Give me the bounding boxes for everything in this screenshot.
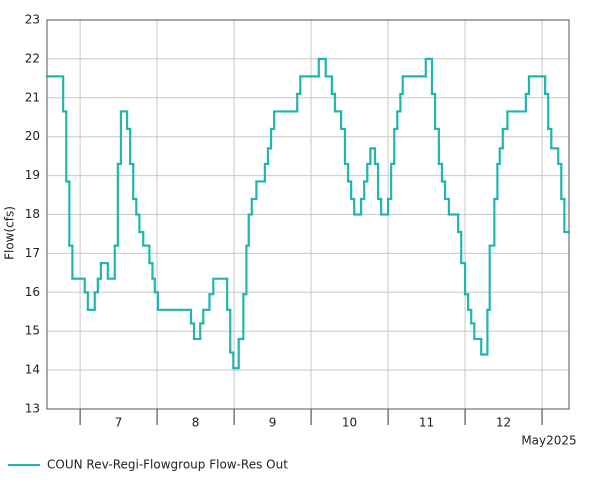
y-tick-label: 13 bbox=[25, 402, 40, 416]
y-tick-label: 16 bbox=[25, 285, 40, 299]
y-tick-label: 15 bbox=[25, 324, 40, 338]
x-tick-label: 7 bbox=[115, 416, 123, 430]
x-tick-label: 10 bbox=[342, 416, 357, 430]
y-tick-label: 23 bbox=[25, 13, 40, 27]
legend-label: COUN Rev-Regi-Flowgroup Flow-Res Out bbox=[47, 458, 288, 472]
y-tick-label: 18 bbox=[25, 207, 40, 221]
y-axis-label: Flow(cfs) bbox=[3, 206, 17, 260]
x-tick-label: 12 bbox=[496, 416, 511, 430]
x-axis-label: May2025 bbox=[521, 434, 576, 448]
plot-border bbox=[46, 19, 570, 410]
x-tick-label: 8 bbox=[192, 416, 200, 430]
y-tick-label: 21 bbox=[25, 90, 40, 104]
x-tick-label: 9 bbox=[269, 416, 277, 430]
y-tick-label: 22 bbox=[25, 51, 40, 65]
y-tick-label: 17 bbox=[25, 246, 40, 260]
x-tick-label: 11 bbox=[419, 416, 434, 430]
y-tick-label: 20 bbox=[25, 129, 40, 143]
y-tick-label: 19 bbox=[25, 168, 40, 182]
y-tick-label: 14 bbox=[25, 363, 40, 377]
